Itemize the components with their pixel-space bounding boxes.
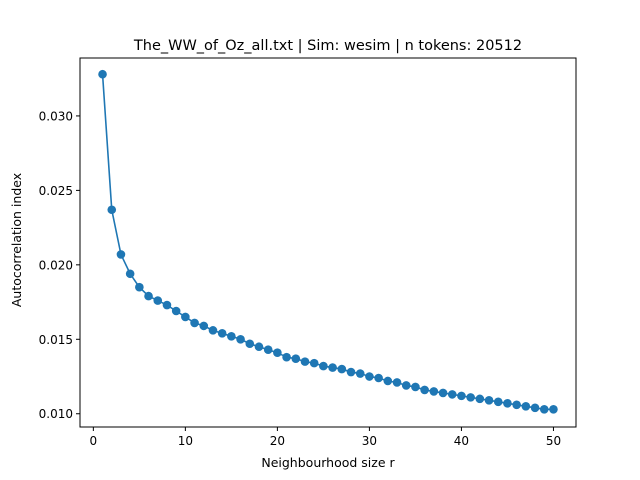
data-point	[319, 361, 328, 371]
data-point	[273, 348, 282, 357]
data-point	[549, 404, 558, 414]
plot-area	[98, 69, 558, 414]
data-point	[383, 376, 393, 386]
y-axis-ticks: 0.010 0.015 0.020 0.025 0.030	[39, 109, 80, 421]
y-tick-label: 0.025	[39, 184, 73, 198]
data-point	[475, 394, 485, 404]
x-tick-label: 40	[454, 434, 469, 448]
data-point	[309, 358, 319, 368]
data-point	[144, 291, 153, 301]
data-point	[420, 385, 429, 395]
data-point	[153, 296, 163, 305]
data-point	[411, 382, 420, 392]
data-point	[484, 396, 494, 405]
data-point	[392, 378, 402, 387]
x-tick-label: 30	[362, 434, 377, 448]
data-point	[208, 326, 218, 335]
x-tick-label: 10	[178, 434, 193, 448]
data-point	[365, 372, 374, 381]
data-point	[346, 367, 356, 377]
data-point	[236, 334, 245, 344]
data-point	[374, 373, 383, 383]
data-point	[217, 329, 227, 338]
data-point	[116, 250, 126, 259]
axes-frame	[79, 57, 577, 428]
y-tick-label: 0.015	[39, 333, 73, 347]
data-point	[254, 342, 264, 352]
data-point	[227, 332, 236, 341]
data-point	[282, 352, 291, 362]
data-point	[107, 205, 117, 215]
x-tick-label: 20	[270, 434, 285, 448]
data-point	[328, 363, 337, 372]
data-point	[171, 306, 181, 316]
data-point	[199, 321, 209, 331]
data-point	[503, 399, 512, 408]
data-point	[512, 400, 521, 410]
data-point	[438, 388, 448, 398]
data-point	[337, 364, 347, 374]
data-point	[162, 300, 172, 310]
y-tick-label: 0.010	[39, 407, 73, 421]
x-tick-label: 0	[90, 434, 98, 448]
y-axis-label: Autocorrelation index	[9, 173, 24, 307]
data-point	[291, 354, 301, 363]
data-point	[539, 404, 549, 414]
data-point	[355, 369, 365, 378]
data-point	[263, 345, 273, 355]
data-point	[245, 339, 255, 349]
y-tick-label: 0.020	[39, 258, 73, 272]
data-point	[521, 402, 531, 411]
data-point	[401, 381, 411, 390]
data-point	[429, 387, 439, 396]
data-point	[135, 282, 144, 292]
data-point	[98, 69, 107, 79]
data-point	[300, 357, 310, 366]
data-point	[530, 403, 540, 413]
data-point	[181, 312, 190, 322]
data-point	[190, 318, 199, 328]
data-point	[466, 393, 475, 402]
data-point	[125, 269, 135, 279]
data-point	[493, 397, 503, 407]
x-axis-ticks: 0 10 20 30 40 50	[90, 427, 561, 448]
x-axis-label: Neighbourhood size r	[261, 455, 395, 470]
x-tick-label: 50	[546, 434, 561, 448]
y-tick-label: 0.030	[39, 109, 73, 123]
data-point	[447, 390, 457, 399]
data-point	[457, 391, 466, 401]
chart-title: The_WW_of_Oz_all.txt | Sim: wesim | n to…	[133, 38, 522, 54]
